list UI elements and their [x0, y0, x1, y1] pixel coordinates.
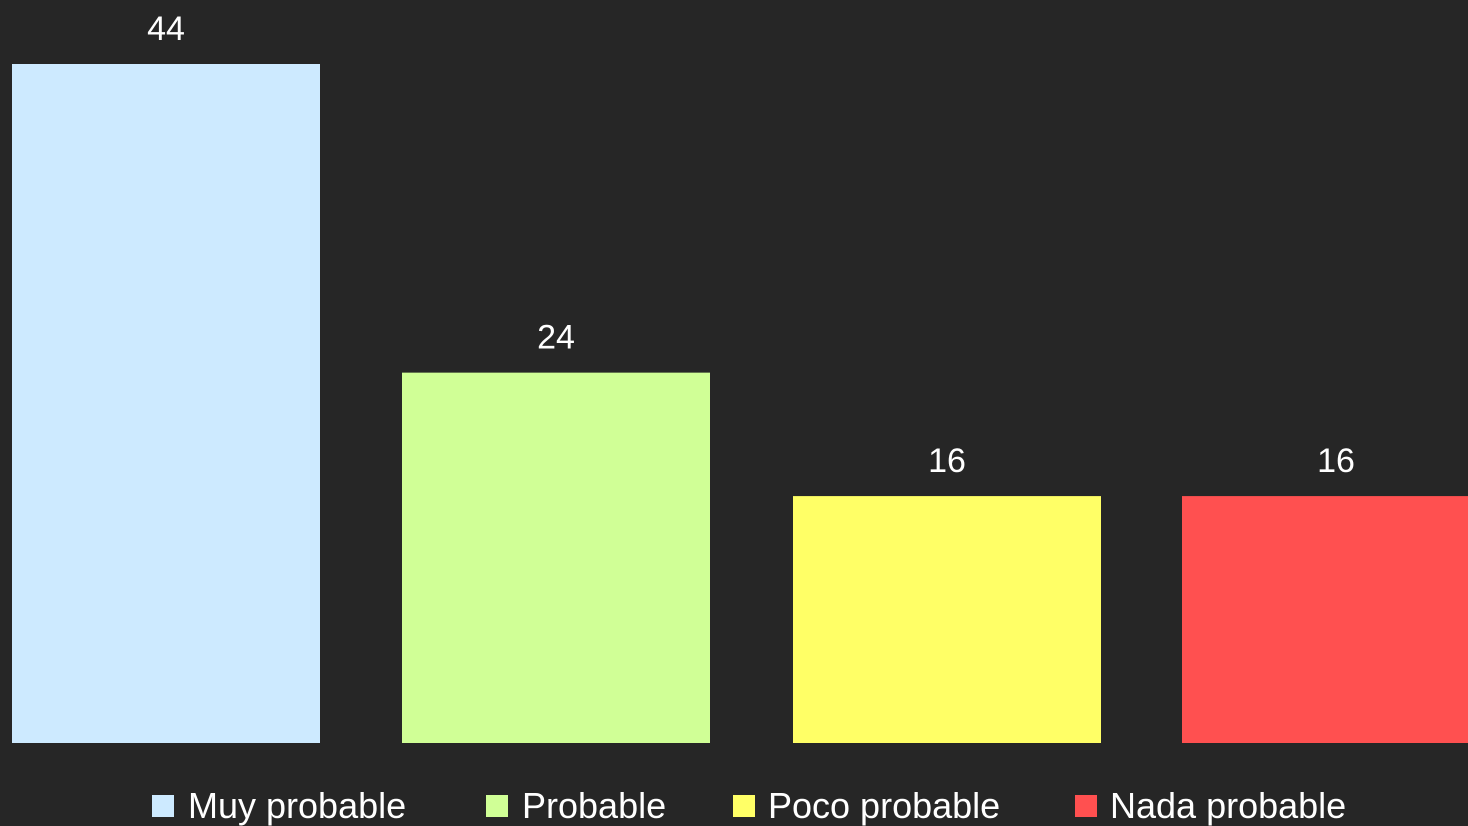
legend-swatch-probable [486, 795, 508, 817]
data-label-nada-probable: 16 [1317, 442, 1355, 480]
data-label-probable: 24 [537, 319, 575, 357]
legend-label-muy-probable: Muy probable [188, 785, 406, 826]
data-labels-group: 44 24 16 16 [147, 10, 1355, 480]
legend-swatch-muy-probable [152, 795, 174, 817]
bar-nada-probable [1182, 496, 1468, 743]
legend-item-poco-probable: Poco probable [733, 785, 1000, 826]
legend: Muy probable Probable Poco probable Nada pr… [152, 785, 1346, 826]
data-label-poco-probable: 16 [928, 442, 966, 480]
bar-poco-probable [793, 496, 1101, 743]
bars-group [12, 64, 1468, 743]
bar-probable [402, 372, 710, 743]
data-label-muy-probable: 44 [147, 10, 185, 48]
legend-item-probable: Probable [486, 785, 666, 826]
legend-item-nada-probable: Nada probable [1075, 785, 1346, 826]
legend-label-poco-probable: Poco probable [768, 785, 1000, 826]
legend-label-probable: Probable [522, 785, 666, 826]
legend-swatch-poco-probable [733, 795, 755, 817]
legend-item-muy-probable: Muy probable [152, 785, 406, 826]
legend-label-nada-probable: Nada probable [1110, 785, 1346, 826]
bar-muy-probable [12, 64, 320, 743]
legend-swatch-nada-probable [1075, 795, 1097, 817]
